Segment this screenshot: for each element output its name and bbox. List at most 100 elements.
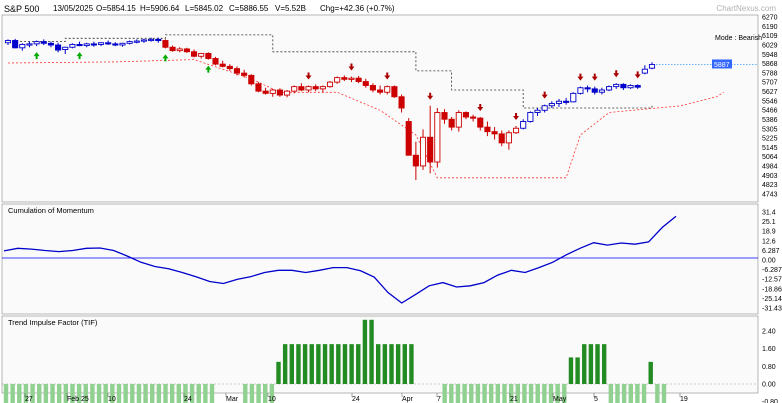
candle-body bbox=[627, 85, 634, 89]
momentum-y-tick: 12.6 bbox=[762, 238, 776, 245]
tif-y-tick: -0.80 bbox=[762, 399, 778, 403]
candle-body bbox=[19, 43, 26, 49]
price-y-tick: 4743 bbox=[762, 192, 778, 199]
candle-body bbox=[176, 48, 183, 52]
candle-body bbox=[369, 85, 376, 91]
header-low: L=5845.02 bbox=[185, 4, 224, 13]
candle-body bbox=[584, 87, 591, 90]
momentum-y-tick: -18.861 bbox=[762, 286, 782, 293]
candle-body bbox=[577, 87, 584, 94]
candle-body bbox=[613, 83, 620, 88]
candle-body bbox=[491, 131, 498, 135]
tif-bar bbox=[555, 384, 560, 403]
candle-body bbox=[69, 43, 76, 48]
tif-bar bbox=[469, 384, 474, 403]
tif-bar bbox=[243, 384, 248, 403]
bearish-arrow-icon bbox=[541, 91, 548, 99]
header-high: H=5906.64 bbox=[140, 4, 180, 13]
tif-bar bbox=[389, 344, 394, 384]
candle-body bbox=[405, 121, 412, 156]
momentum-title: Cumulation of Momentum bbox=[8, 206, 94, 215]
header-change: Chg=+42.36 (+0.7%) bbox=[320, 4, 395, 13]
tif-bar bbox=[495, 384, 501, 403]
candle-body bbox=[541, 105, 548, 111]
price-y-tick: 6109 bbox=[762, 33, 778, 40]
candle-body bbox=[62, 46, 69, 50]
x-tick-label: 21 bbox=[510, 396, 518, 403]
candle-body bbox=[391, 86, 398, 98]
tif-bar bbox=[349, 344, 354, 384]
tif-bar bbox=[402, 344, 407, 384]
tif-bar bbox=[575, 357, 580, 384]
tif-bar bbox=[475, 384, 481, 403]
bearish-arrow-icon bbox=[427, 92, 434, 100]
candle-body bbox=[412, 154, 419, 167]
candle-body bbox=[255, 83, 262, 92]
tif-bar bbox=[482, 384, 487, 403]
candle-body bbox=[384, 86, 391, 93]
price-y-tick: 4823 bbox=[762, 182, 778, 189]
candle-body bbox=[190, 51, 198, 57]
candle-body bbox=[269, 89, 276, 94]
candle-body bbox=[305, 86, 312, 91]
candle-body bbox=[534, 109, 541, 113]
candle-body bbox=[634, 85, 641, 88]
tif-bar bbox=[528, 384, 534, 403]
price-y-tick: 5466 bbox=[762, 108, 778, 115]
header-date: 13/05/2025 bbox=[53, 4, 94, 13]
candle-body bbox=[455, 112, 462, 128]
trailing-stop-upper bbox=[8, 34, 653, 109]
tif-bar bbox=[542, 384, 547, 403]
momentum-y-tick: 31.4 bbox=[762, 210, 776, 217]
candle-body bbox=[205, 52, 212, 59]
candle-body bbox=[97, 42, 105, 45]
tif-bar bbox=[110, 384, 115, 403]
candle-body bbox=[162, 40, 169, 48]
tif-bar bbox=[30, 384, 35, 403]
tif-bar bbox=[3, 384, 9, 403]
tif-bar bbox=[63, 384, 69, 403]
price-y-tick: 5948 bbox=[762, 52, 778, 59]
tif-y-tick: 1.60 bbox=[762, 346, 776, 353]
tif-bar bbox=[37, 384, 42, 403]
candle-body bbox=[434, 112, 441, 163]
candle-body bbox=[40, 41, 47, 44]
header-symbol: S&P 500 bbox=[4, 4, 40, 14]
tif-bar bbox=[116, 384, 122, 403]
candle-body bbox=[484, 126, 491, 133]
bullish-arrow-icon bbox=[33, 52, 40, 60]
tif-bar bbox=[635, 384, 640, 403]
tif-title: Trend Impulse Factor (TIF) bbox=[8, 318, 98, 327]
candle-body bbox=[12, 40, 19, 49]
x-tick-label: 24 bbox=[352, 396, 360, 403]
tif-bar bbox=[276, 361, 281, 384]
tif-bar bbox=[316, 344, 321, 384]
candle-body bbox=[362, 81, 369, 86]
tif-bar bbox=[196, 384, 201, 403]
candle-body bbox=[563, 100, 570, 103]
candle-body bbox=[648, 64, 656, 69]
tif-bar bbox=[449, 384, 454, 403]
bearish-arrow-icon bbox=[513, 113, 520, 120]
tif-bar bbox=[302, 344, 308, 384]
candle-body bbox=[26, 43, 33, 46]
candle-body bbox=[620, 83, 627, 89]
header-open: O=5854.15 bbox=[96, 4, 136, 13]
tif-bar bbox=[522, 384, 527, 403]
momentum-line bbox=[3, 215, 677, 304]
candle-body bbox=[148, 38, 155, 42]
price-y-tick: 4984 bbox=[762, 164, 778, 171]
tif-bar bbox=[189, 384, 195, 403]
candle-body bbox=[4, 40, 12, 44]
candle-body bbox=[183, 48, 190, 53]
bearish-arrow-icon bbox=[577, 73, 584, 81]
tif-bar bbox=[163, 384, 168, 403]
candle-body bbox=[83, 43, 90, 47]
x-tick-label: 27 bbox=[25, 396, 33, 403]
candle-body bbox=[233, 68, 241, 74]
candle-body bbox=[241, 72, 248, 76]
tif-bar bbox=[568, 357, 574, 384]
bearish-arrow-icon bbox=[613, 70, 620, 78]
tif-bar bbox=[548, 384, 554, 403]
candle-body bbox=[319, 86, 326, 90]
